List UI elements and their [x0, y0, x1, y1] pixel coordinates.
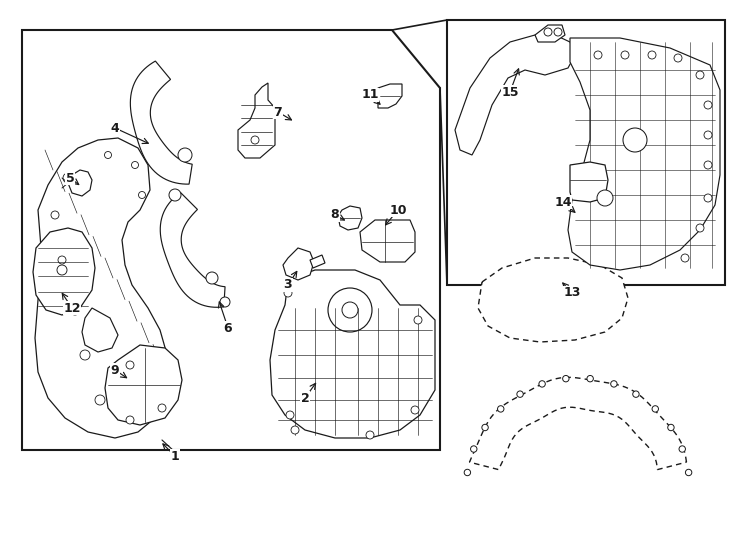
Circle shape — [51, 211, 59, 219]
Polygon shape — [455, 35, 575, 155]
Circle shape — [544, 28, 552, 36]
Circle shape — [498, 406, 504, 412]
Text: 10: 10 — [389, 204, 407, 217]
Circle shape — [366, 431, 374, 439]
Text: 13: 13 — [563, 287, 581, 300]
Text: 7: 7 — [274, 105, 283, 118]
Circle shape — [291, 426, 299, 434]
Circle shape — [648, 51, 656, 59]
Polygon shape — [378, 84, 402, 108]
Bar — [447, 20, 725, 285]
Polygon shape — [478, 258, 628, 342]
Circle shape — [104, 152, 112, 159]
Circle shape — [554, 28, 562, 36]
Circle shape — [668, 424, 674, 431]
Circle shape — [623, 128, 647, 152]
Polygon shape — [283, 248, 314, 280]
Circle shape — [611, 381, 617, 387]
Circle shape — [70, 305, 80, 315]
Circle shape — [563, 375, 569, 382]
Circle shape — [704, 131, 712, 139]
Circle shape — [517, 391, 523, 397]
Circle shape — [286, 411, 294, 419]
Polygon shape — [310, 255, 325, 268]
Circle shape — [674, 54, 682, 62]
Polygon shape — [160, 193, 225, 307]
Circle shape — [328, 288, 372, 332]
Circle shape — [704, 101, 712, 109]
Circle shape — [284, 289, 292, 297]
Polygon shape — [82, 308, 118, 352]
Polygon shape — [35, 138, 168, 438]
Circle shape — [80, 350, 90, 360]
Polygon shape — [570, 162, 608, 202]
Text: 14: 14 — [554, 195, 572, 208]
Circle shape — [597, 190, 613, 206]
Circle shape — [206, 272, 218, 284]
Circle shape — [470, 446, 477, 452]
Polygon shape — [338, 206, 362, 230]
Polygon shape — [33, 228, 95, 315]
Circle shape — [482, 424, 488, 431]
Circle shape — [679, 446, 686, 452]
Polygon shape — [470, 377, 686, 470]
Circle shape — [681, 254, 689, 262]
Circle shape — [686, 469, 692, 476]
Circle shape — [704, 161, 712, 169]
Text: 6: 6 — [224, 321, 233, 334]
Text: 4: 4 — [111, 122, 120, 134]
Circle shape — [587, 375, 593, 382]
Circle shape — [126, 361, 134, 369]
Circle shape — [169, 189, 181, 201]
Circle shape — [57, 265, 67, 275]
Polygon shape — [568, 38, 720, 270]
Circle shape — [131, 161, 139, 168]
Circle shape — [63, 173, 73, 183]
Circle shape — [621, 51, 629, 59]
Circle shape — [464, 469, 470, 476]
Polygon shape — [360, 220, 415, 262]
Text: 2: 2 — [301, 392, 309, 404]
Circle shape — [539, 381, 545, 387]
Circle shape — [696, 224, 704, 232]
Circle shape — [652, 406, 658, 412]
Text: 13: 13 — [563, 287, 581, 300]
Circle shape — [139, 192, 145, 199]
Circle shape — [594, 51, 602, 59]
Text: 5: 5 — [65, 172, 74, 185]
Text: 12: 12 — [63, 301, 81, 314]
Circle shape — [704, 194, 712, 202]
Circle shape — [414, 316, 422, 324]
Circle shape — [220, 297, 230, 307]
Circle shape — [126, 416, 134, 424]
Circle shape — [251, 136, 259, 144]
Polygon shape — [68, 170, 92, 196]
Circle shape — [158, 404, 166, 412]
Polygon shape — [22, 30, 440, 450]
Circle shape — [411, 406, 419, 414]
Text: 3: 3 — [283, 279, 292, 292]
Circle shape — [58, 256, 66, 264]
Polygon shape — [535, 25, 565, 42]
Polygon shape — [238, 83, 275, 158]
Text: 9: 9 — [111, 363, 120, 376]
Text: 1: 1 — [170, 449, 179, 462]
Polygon shape — [105, 345, 182, 425]
Circle shape — [95, 395, 105, 405]
Polygon shape — [270, 270, 435, 438]
Text: 15: 15 — [501, 85, 519, 98]
Circle shape — [178, 148, 192, 162]
Circle shape — [696, 71, 704, 79]
Circle shape — [633, 391, 639, 397]
Polygon shape — [131, 61, 192, 184]
Text: 11: 11 — [361, 89, 379, 102]
Circle shape — [342, 302, 358, 318]
Text: 8: 8 — [331, 208, 339, 221]
